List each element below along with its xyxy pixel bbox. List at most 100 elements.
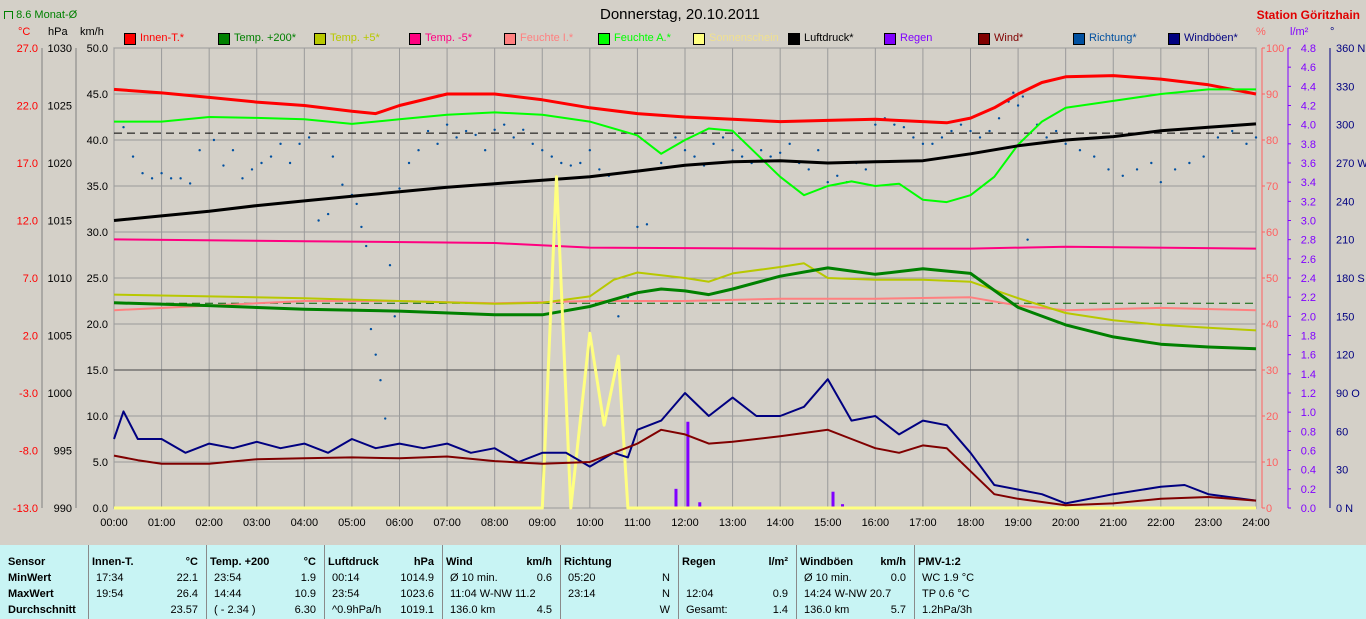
temp-tick-label: -8.0 [19, 446, 38, 458]
direction-tick-label: 90 O [1336, 388, 1360, 400]
direction-dot [1093, 155, 1096, 158]
rain-tick-label: 3.0 [1301, 216, 1316, 228]
stats-time: 23:54 [332, 588, 360, 600]
direction-dot [417, 149, 420, 152]
direction-dot [588, 149, 592, 152]
direction-dot [1026, 238, 1029, 241]
direction-dot [988, 129, 991, 133]
stats-value: 23.57 [170, 604, 198, 616]
rain-tick-label: 2.0 [1301, 311, 1316, 323]
series-line [114, 88, 1256, 204]
hpa-tick-label: 1030 [48, 43, 72, 55]
temp-tick-label: 7.0 [23, 273, 38, 285]
legend-swatch [884, 33, 896, 45]
rain-tick-label: 0.2 [1301, 484, 1316, 496]
x-tick-label: 24:00 [1242, 517, 1270, 529]
direction-dot [360, 225, 363, 229]
stats-time: 00:14 [332, 572, 360, 584]
stats-row-label: MaxWert [8, 588, 54, 600]
legend-label: Luftdruck* [804, 32, 854, 44]
hpa-tick-label: 1010 [48, 273, 72, 285]
stats-value: 26.4 [176, 588, 198, 600]
stats-column-divider [678, 545, 679, 619]
rain-tick-label: 4.2 [1301, 101, 1316, 113]
stats-value: 6.30 [294, 604, 316, 616]
unit-percent: % [1256, 26, 1266, 38]
series-line [113, 296, 1257, 312]
series-line [113, 428, 1257, 507]
direction-dot [445, 123, 449, 126]
stats-time: 05:20 [568, 572, 596, 584]
kmh-tick-label: 35.0 [87, 181, 108, 193]
direction-dot [231, 149, 235, 152]
month-avg-label: 8.6 Monat-Ø [4, 9, 77, 21]
direction-dot [769, 155, 772, 158]
series-line [113, 378, 1257, 505]
direction-dot [531, 142, 534, 146]
legend-label: Regen [900, 32, 933, 44]
rain-tick-label: 1.0 [1301, 407, 1316, 419]
direction-dot [384, 417, 387, 420]
legend-swatch [693, 33, 705, 45]
stats-time: 12:04 [686, 588, 714, 600]
direction-tick-label: 240 [1336, 196, 1354, 208]
stats-time: 1.2hPa/3h [922, 604, 973, 616]
x-tick-label: 10:00 [576, 517, 604, 529]
percent-tick-label: 20 [1266, 411, 1278, 423]
direction-dot [1064, 142, 1067, 146]
direction-dot [978, 136, 982, 139]
legend-swatch [409, 33, 421, 45]
stats-time: 14:24 W-NW 20.7 [804, 588, 892, 600]
direction-dot [326, 212, 330, 216]
direction-tick-label: 180 S [1336, 273, 1365, 285]
stats-column-divider [796, 545, 797, 619]
x-tick-label: 05:00 [338, 517, 366, 529]
direction-dot [683, 149, 687, 152]
percent-tick-label: 0 [1266, 503, 1272, 515]
percent-tick-label: 70 [1266, 181, 1278, 193]
unit-celsius: °C [18, 26, 31, 38]
stats-group-unit: hPa [413, 556, 434, 568]
direction-dot [940, 136, 944, 139]
direction-dot [826, 180, 829, 184]
x-tick-label: 15:00 [814, 517, 842, 529]
rain-tick-label: 4.6 [1301, 62, 1316, 74]
stats-group-unit: km/h [880, 556, 906, 568]
rain-bar [674, 488, 678, 508]
direction-dot [222, 164, 225, 167]
stats-group-unit: °C [185, 556, 198, 568]
temp-tick-label: -3.0 [19, 388, 38, 400]
stats-value: N [662, 588, 670, 600]
unit-hpa: hPa [48, 26, 68, 38]
direction-dot [455, 136, 458, 139]
stats-value: 5.7 [890, 604, 906, 616]
month-avg-text: 8.6 Monat-Ø [16, 9, 78, 21]
direction-dot [579, 161, 582, 165]
percent-tick-label: 100 [1266, 43, 1284, 55]
direction-dot [1188, 161, 1191, 165]
stats-group-name: Temp. +200 [210, 556, 270, 568]
legend-swatch [598, 33, 610, 45]
kmh-tick-label: 10.0 [87, 411, 108, 423]
direction-dot [836, 174, 839, 177]
stats-group-unit: km/h [526, 556, 552, 568]
kmh-tick-label: 20.0 [87, 319, 108, 331]
direction-tick-label: 120 [1336, 350, 1354, 362]
direction-dot [1254, 136, 1258, 139]
x-tick-label: 22:00 [1147, 517, 1175, 529]
direction-tick-label: 330 [1336, 81, 1354, 93]
rain-tick-label: 3.4 [1301, 177, 1316, 189]
direction-dot [317, 219, 320, 222]
x-tick-label: 12:00 [671, 517, 699, 529]
direction-dot [393, 315, 396, 318]
stats-group-unit: °C [303, 556, 316, 568]
stats-group-name: Luftdruck [328, 556, 379, 568]
direction-dot [893, 123, 896, 126]
direction-tick-label: 210 [1336, 235, 1354, 247]
stats-row-label: MinWert [8, 572, 52, 584]
direction-dot [122, 126, 125, 129]
direction-dot [569, 164, 572, 167]
hpa-tick-label: 1005 [48, 331, 72, 343]
direction-dot [560, 161, 563, 165]
hpa-tick-label: 990 [54, 503, 72, 515]
